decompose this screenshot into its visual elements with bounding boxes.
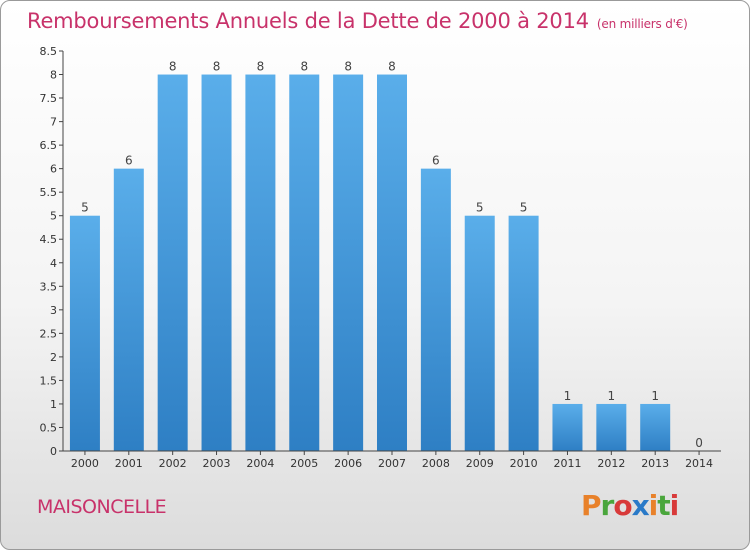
data-label-2014: 0 <box>695 436 703 450</box>
bar-2002 <box>157 74 188 451</box>
y-tick-label: 0 <box>50 445 57 458</box>
y-tick-label: 4.5 <box>40 233 58 246</box>
x-tick-label-2006: 2006 <box>334 457 362 470</box>
logo-letter: r <box>600 489 615 522</box>
title-text: Remboursements Annuels de la Dette de 20… <box>27 9 589 33</box>
y-tick-label: 8.5 <box>40 45 58 58</box>
x-tick-label-2005: 2005 <box>290 457 318 470</box>
x-tick-label-2009: 2009 <box>466 457 494 470</box>
y-tick-label: 3.5 <box>40 280 58 293</box>
y-tick-label: 6 <box>50 163 57 176</box>
bar-2012 <box>596 403 627 451</box>
chart-title: Remboursements Annuels de la Dette de 20… <box>27 9 688 33</box>
bar-2008 <box>420 168 451 451</box>
y-tick-label: 8 <box>50 69 57 82</box>
data-label-2011: 1 <box>564 389 572 403</box>
data-label-2012: 1 <box>608 389 616 403</box>
data-label-2003: 8 <box>213 60 221 74</box>
data-label-2008: 6 <box>432 154 440 168</box>
data-label-2005: 8 <box>300 60 308 74</box>
logo-letter: i <box>648 489 659 522</box>
x-tick-label-2014: 2014 <box>685 457 713 470</box>
x-tick-label-2008: 2008 <box>422 457 450 470</box>
y-tick-label: 3 <box>50 304 57 317</box>
bar-2000 <box>69 215 100 451</box>
logo-letter: x <box>631 489 650 522</box>
logo-letter: i <box>669 489 680 522</box>
bar-2011 <box>552 403 583 451</box>
bar-2004 <box>245 74 276 451</box>
bar-2013 <box>640 403 671 451</box>
y-tick-label: 7.5 <box>40 92 58 105</box>
x-tick-label-2001: 2001 <box>115 457 143 470</box>
y-tick-label: 4 <box>50 257 57 270</box>
y-tick-label: 6.5 <box>40 139 58 152</box>
commune-name: MAISONCELLE <box>37 496 167 518</box>
data-label-2002: 8 <box>169 60 177 74</box>
y-tick-label: 5.5 <box>40 186 58 199</box>
bar-2003 <box>201 74 232 451</box>
x-tick-label-2003: 2003 <box>203 457 231 470</box>
x-tick-label-2013: 2013 <box>641 457 669 470</box>
logo-letter: o <box>613 489 632 522</box>
data-label-2007: 8 <box>388 60 396 74</box>
bar-2006 <box>333 74 364 451</box>
bar-2005 <box>289 74 320 451</box>
data-label-2004: 8 <box>257 60 265 74</box>
y-tick-label: 5 <box>50 210 57 223</box>
bar-2007 <box>377 74 407 451</box>
data-label-2001: 6 <box>125 154 133 168</box>
x-tick-label-2012: 2012 <box>597 457 625 470</box>
y-tick-label: 1.5 <box>40 374 58 387</box>
y-tick-label: 2 <box>50 351 57 364</box>
x-tick-label-2007: 2007 <box>378 457 406 470</box>
data-label-2000: 5 <box>81 201 89 215</box>
y-tick-label: 0.5 <box>40 421 58 434</box>
data-label-2013: 1 <box>651 389 659 403</box>
x-tick-label-2002: 2002 <box>159 457 187 470</box>
data-label-2009: 5 <box>476 201 484 215</box>
data-label-2010: 5 <box>520 201 528 215</box>
bar-2009 <box>464 215 495 451</box>
logo-letter: t <box>657 489 670 522</box>
x-tick-label-2004: 2004 <box>246 457 274 470</box>
x-tick-label-2011: 2011 <box>553 457 581 470</box>
y-tick-label: 7 <box>50 116 57 129</box>
logo-letter: P <box>581 489 602 522</box>
y-tick-label: 2.5 <box>40 327 58 340</box>
x-tick-label-2000: 2000 <box>71 457 99 470</box>
x-tick-label-2010: 2010 <box>510 457 538 470</box>
proxiti-logo: Proxiti <box>581 489 680 522</box>
title-unit: (en milliers d'€) <box>596 17 688 31</box>
bar-2010 <box>508 215 539 451</box>
data-label-2006: 8 <box>344 60 352 74</box>
bar-2001 <box>113 168 144 451</box>
y-tick-label: 1 <box>50 398 57 411</box>
